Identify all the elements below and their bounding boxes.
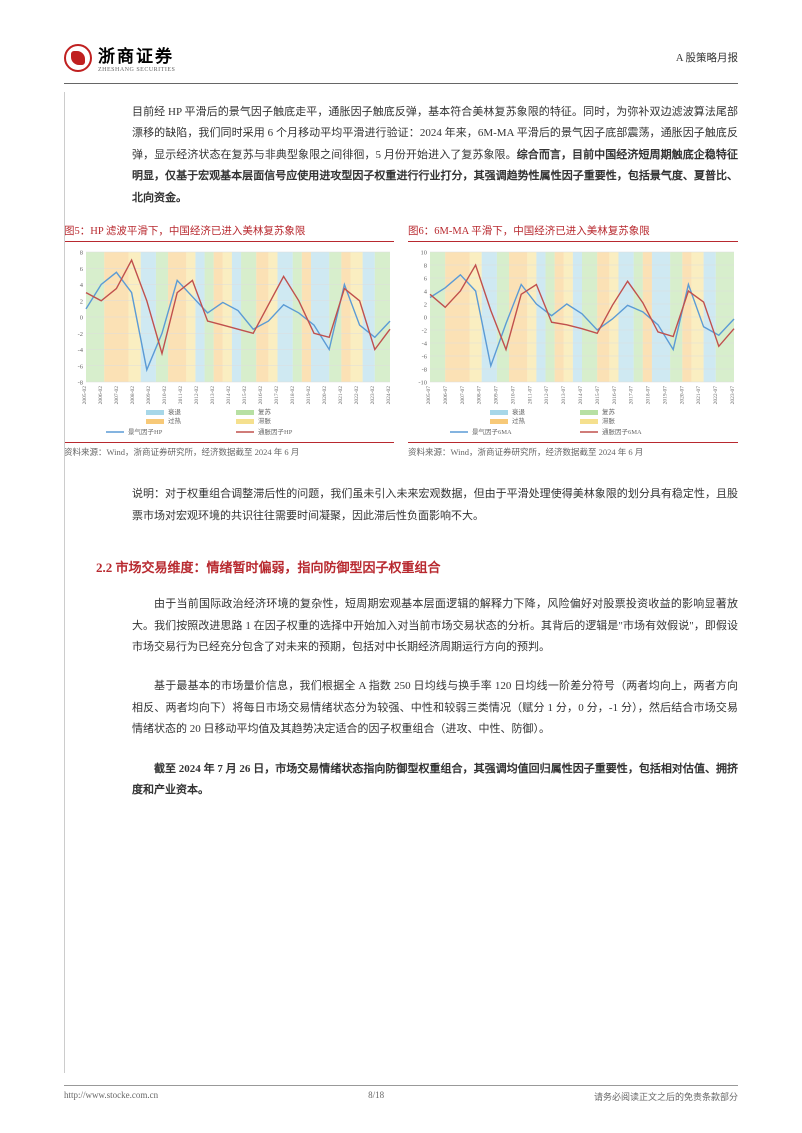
svg-text:2015-02: 2015-02	[242, 386, 248, 405]
svg-text:通胀因子HP: 通胀因子HP	[258, 427, 293, 436]
footer-disclaimer: 请务必阅读正文之后的免责条款部分	[594, 1090, 738, 1103]
svg-text:2022-02: 2022-02	[354, 386, 360, 405]
svg-text:2008-07: 2008-07	[477, 386, 483, 405]
svg-text:2016-07: 2016-07	[612, 386, 618, 405]
logo-text-en: ZHESHANG SECURITIES	[98, 67, 175, 73]
svg-text:2: 2	[424, 302, 427, 309]
svg-text:2008-02: 2008-02	[130, 386, 136, 405]
svg-text:2013-07: 2013-07	[561, 386, 567, 405]
svg-text:8: 8	[80, 250, 83, 257]
svg-text:-10: -10	[418, 380, 427, 387]
svg-text:2021-02: 2021-02	[338, 386, 344, 405]
svg-text:复苏: 复苏	[258, 407, 272, 416]
svg-text:景气因子HP: 景气因子HP	[128, 427, 163, 436]
svg-text:过热: 过热	[168, 416, 182, 425]
svg-text:8: 8	[424, 263, 427, 270]
svg-text:2006-02: 2006-02	[98, 386, 104, 405]
logo-icon	[64, 44, 92, 72]
chart-6-svg: -10 -8 -6 -4 -2 0 2 4 6 8 10 2005-07 2006-07 2007-07 2…	[408, 248, 738, 438]
svg-text:2007-02: 2007-02	[114, 386, 120, 405]
svg-text:2009-07: 2009-07	[494, 386, 500, 405]
svg-text:2005-07: 2005-07	[426, 386, 432, 405]
svg-text:滞胀: 滞胀	[258, 416, 272, 425]
svg-text:-2: -2	[422, 328, 427, 335]
svg-text:2019-07: 2019-07	[662, 386, 668, 405]
svg-text:2007-07: 2007-07	[460, 386, 466, 405]
svg-text:复苏: 复苏	[602, 407, 616, 416]
chart-5-title: 图5：HP 滤波平滑下，中国经济已进入美林复苏象限	[64, 223, 394, 242]
svg-text:-8: -8	[78, 380, 83, 387]
svg-text:2020-02: 2020-02	[322, 386, 328, 405]
svg-text:6: 6	[80, 266, 84, 273]
svg-text:过热: 过热	[512, 416, 526, 425]
svg-text:景气因子6MA: 景气因子6MA	[472, 427, 512, 436]
svg-text:2010-07: 2010-07	[510, 386, 516, 405]
svg-text:2013-02: 2013-02	[210, 386, 216, 405]
svg-text:2010-02: 2010-02	[162, 386, 168, 405]
svg-text:-6: -6	[78, 363, 84, 370]
svg-text:2009-02: 2009-02	[146, 386, 152, 405]
svg-text:-4: -4	[422, 341, 428, 348]
svg-text:2015-07: 2015-07	[595, 386, 601, 405]
svg-text:2011-07: 2011-07	[527, 386, 533, 404]
svg-text:滞胀: 滞胀	[602, 416, 616, 425]
svg-text:-2: -2	[78, 331, 83, 338]
note-text: 说明：对于权重组合调整滞后性的问题，我们虽未引入未来宏观数据，但由于平滑处理使得…	[132, 484, 738, 527]
para-2: 由于当前国际政治经济环境的复杂性，短周期宏观基本层面逻辑的解释力下降，风险偏好对…	[132, 594, 738, 658]
svg-text:2012-02: 2012-02	[194, 386, 200, 405]
chart-6: 图6：6M-MA 平滑下，中国经济已进入美林复苏象限 -10 -8 -6 -4 -2 0 2…	[408, 223, 738, 458]
svg-text:0: 0	[80, 315, 83, 322]
para-3: 基于最基本的市场量价信息，我们根据全 A 指数 250 日均线与换手率 120 …	[132, 676, 738, 740]
para-4-bold: 截至 2024 年 7 月 26 日，市场交易情绪状态指向防御型权重组合，其强调…	[132, 759, 738, 802]
header-report-type: A 股策略月报	[676, 50, 738, 65]
logo-text-cn: 浙商证券	[98, 42, 175, 67]
svg-text:2005-02: 2005-02	[82, 386, 88, 405]
chart-5: 图5：HP 滤波平滑下，中国经济已进入美林复苏象限 -8 -6 -4 -2 0 2 4 6 8 2…	[64, 223, 394, 458]
logo: 浙商证券 ZHESHANG SECURITIES	[64, 42, 175, 73]
svg-text:2024-02: 2024-02	[386, 386, 392, 405]
svg-text:2021-07: 2021-07	[696, 386, 702, 405]
footer-page: 8/18	[368, 1090, 384, 1103]
svg-text:通胀因子6MA: 通胀因子6MA	[602, 427, 642, 436]
svg-text:2017-02: 2017-02	[274, 386, 280, 405]
svg-text:2017-07: 2017-07	[629, 386, 635, 405]
chart-6-title: 图6：6M-MA 平滑下，中国经济已进入美林复苏象限	[408, 223, 738, 242]
svg-text:2023-07: 2023-07	[730, 386, 736, 405]
side-rule	[64, 92, 65, 1073]
svg-text:4: 4	[80, 282, 84, 289]
svg-text:2014-02: 2014-02	[226, 386, 232, 405]
svg-text:2020-07: 2020-07	[679, 386, 685, 405]
section-2.2-heading: 2.2 市场交易维度：情绪暂时偏弱，指向防御型因子权重组合	[96, 557, 738, 576]
page-footer: http://www.stocke.com.cn 8/18 请务必阅读正文之后的…	[64, 1085, 738, 1103]
svg-text:2023-02: 2023-02	[370, 386, 376, 405]
svg-text:2: 2	[80, 298, 83, 305]
svg-text:2012-07: 2012-07	[544, 386, 550, 405]
svg-text:4: 4	[424, 289, 428, 296]
svg-text:0: 0	[424, 315, 427, 322]
svg-text:6: 6	[424, 276, 428, 283]
svg-text:衰退: 衰退	[512, 407, 526, 416]
page-header: 浙商证券 ZHESHANG SECURITIES A 股策略月报	[64, 40, 738, 84]
svg-text:2011-02: 2011-02	[178, 386, 184, 404]
svg-text:2018-02: 2018-02	[290, 386, 296, 405]
svg-text:-8: -8	[422, 367, 427, 374]
svg-text:衰退: 衰退	[168, 407, 182, 416]
charts-row: 图5：HP 滤波平滑下，中国经济已进入美林复苏象限 -8 -6 -4 -2 0 2 4 6 8 2…	[64, 223, 738, 458]
svg-text:2014-07: 2014-07	[578, 386, 584, 405]
svg-text:2022-07: 2022-07	[713, 386, 719, 405]
svg-text:2019-02: 2019-02	[306, 386, 312, 405]
svg-text:2006-07: 2006-07	[443, 386, 449, 405]
svg-text:-6: -6	[422, 354, 428, 361]
para-1: 目前经 HP 平滑后的景气因子触底走平，通胀因子触底反弹，基本符合美林复苏象限的…	[132, 102, 738, 209]
svg-text:2016-02: 2016-02	[258, 386, 264, 405]
svg-text:10: 10	[421, 250, 428, 257]
svg-text:2018-07: 2018-07	[646, 386, 652, 405]
footer-url: http://www.stocke.com.cn	[64, 1090, 158, 1103]
svg-text:-4: -4	[78, 347, 84, 354]
chart-5-source: 资料来源：Wind，浙商证券研究所，经济数据截至 2024 年 6 月	[64, 442, 394, 458]
chart-6-source: 资料来源：Wind，浙商证券研究所，经济数据截至 2024 年 6 月	[408, 442, 738, 458]
chart-5-svg: -8 -6 -4 -2 0 2 4 6 8 2005-02 2006-02 2007-02 2008-0…	[64, 248, 394, 438]
